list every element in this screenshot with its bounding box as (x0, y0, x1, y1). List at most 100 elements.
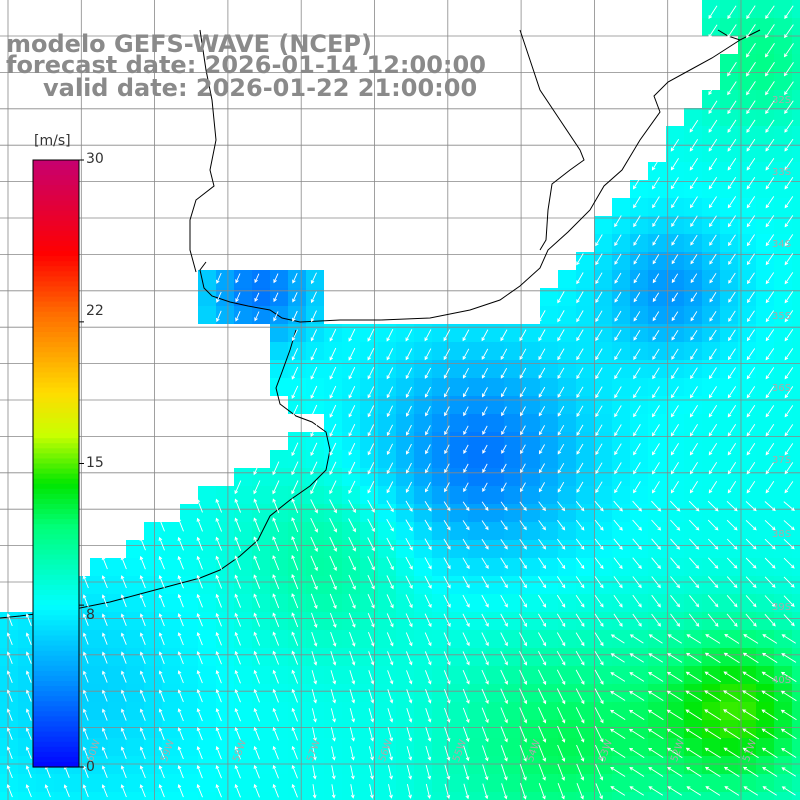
wind-arrow (613, 594, 623, 608)
wind-arrow (745, 613, 757, 627)
wind-speed-cell (522, 774, 540, 792)
wind-speed-cell (396, 522, 414, 540)
wind-speed-cell (720, 612, 738, 630)
wind-arrow (633, 234, 641, 246)
coastline (0, 29, 761, 619)
wind-arrow (463, 764, 470, 781)
wind-arrow (443, 329, 451, 342)
wind-arrow (330, 727, 336, 742)
wind-arrow (667, 766, 683, 777)
wind-speed-cell (702, 378, 720, 396)
wind-speed-cell (594, 252, 612, 270)
wind-arrow (651, 576, 661, 589)
wind-speed-cell (612, 702, 630, 720)
wind-speed-cell (720, 54, 738, 72)
wind-arrow (367, 537, 375, 552)
wind-arrow (120, 765, 127, 779)
wind-speed-cell (702, 792, 720, 800)
wind-arrow (215, 783, 222, 798)
wind-arrow (609, 747, 626, 758)
wind-arrow (310, 442, 318, 457)
wind-arrow (82, 575, 89, 589)
wind-speed-cell (612, 522, 630, 540)
wind-speed-cell (198, 576, 216, 594)
wind-arrow (765, 329, 775, 342)
wind-speed-cell (450, 594, 468, 612)
wind-speed-cell (612, 738, 630, 756)
wind-speed-cell (18, 630, 36, 648)
wind-speed-cell (414, 396, 432, 414)
wind-arrow (648, 786, 664, 796)
wind-arrow (727, 405, 737, 418)
colorbar-segment (33, 564, 79, 571)
wind-speed-cell (18, 666, 36, 684)
wind-arrow (764, 613, 776, 627)
wind-arrow (139, 536, 146, 551)
colorbar-segment (33, 468, 79, 475)
wind-speed-cell (738, 792, 756, 800)
wind-speed-cell (306, 378, 324, 396)
wind-arrow (519, 348, 527, 361)
wind-arrow (709, 273, 717, 284)
wind-arrow (329, 555, 337, 571)
wind-speed-cell (504, 540, 522, 558)
wind-arrow (764, 43, 775, 58)
wind-arrow (651, 613, 661, 627)
wind-speed-cell (612, 234, 630, 252)
wind-arrow (747, 310, 755, 323)
wind-speed-cell (612, 792, 630, 800)
wind-arrow (272, 745, 279, 760)
wind-arrow (576, 272, 584, 285)
wind-speed-cell (504, 774, 522, 792)
wind-arrow (101, 765, 108, 778)
wind-arrow (538, 783, 546, 800)
wind-arrow (101, 689, 108, 702)
wind-speed-cell (0, 756, 18, 774)
wind-arrow (501, 425, 507, 436)
wind-arrow (82, 594, 89, 608)
wind-speed-cell (684, 774, 702, 792)
wind-arrow (235, 311, 241, 322)
colorbar-segment (33, 402, 79, 409)
wind-arrow (348, 328, 356, 342)
wind-arrow (101, 708, 108, 721)
wind-speed-cell (612, 630, 630, 648)
wind-arrow (424, 613, 432, 628)
wind-arrow (708, 177, 718, 190)
wind-arrow (595, 443, 603, 456)
wind-arrow (727, 367, 736, 380)
wind-speed-cell (198, 792, 216, 800)
wind-speed-cell (198, 594, 216, 612)
wind-arrow (538, 482, 545, 493)
wind-speed-cell (738, 576, 756, 594)
wind-speed-cell (774, 792, 792, 800)
wind-arrow (764, 62, 775, 77)
wind-speed-cell (558, 396, 576, 414)
wind-arrow (538, 348, 546, 361)
wind-arrow (723, 671, 741, 683)
wind-speed-cell (396, 738, 414, 756)
wind-speed-cell (792, 450, 800, 468)
wind-speed-cell (468, 720, 486, 738)
wind-arrow (519, 688, 528, 705)
wind-arrow (500, 557, 508, 570)
wind-arrow (82, 689, 89, 702)
wind-speed-cell (738, 594, 756, 612)
wind-speed-cell (216, 720, 234, 738)
wind-arrow (671, 196, 679, 209)
wind-speed-cell (306, 396, 324, 414)
title-model: modelo GEFS-WAVE (NCEP) (6, 30, 372, 58)
wind-speed-cell (756, 792, 774, 800)
wind-arrow (291, 461, 299, 476)
wind-speed-cell (792, 162, 800, 180)
wind-speed-cell (324, 522, 342, 540)
wind-speed-cell (288, 324, 306, 342)
wind-speed-cell (450, 756, 468, 774)
wind-speed-cell (630, 414, 648, 432)
wind-speed-cell (270, 684, 288, 702)
wind-speed-cell (108, 684, 126, 702)
wind-arrow (727, 157, 737, 171)
wind-arrow (538, 707, 547, 724)
wind-arrow (310, 310, 317, 323)
wind-speed-cell (396, 594, 414, 612)
